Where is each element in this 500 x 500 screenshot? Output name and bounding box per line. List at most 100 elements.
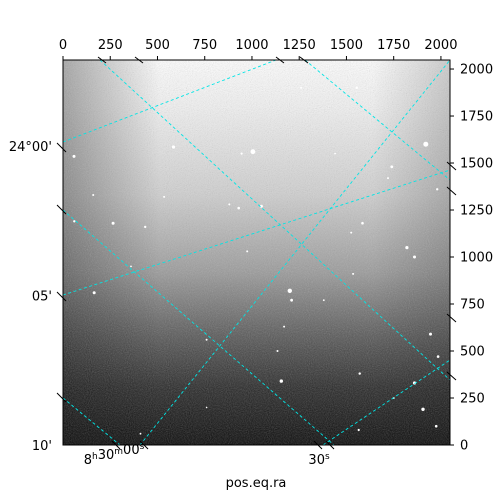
- world-tick-10: [446, 313, 457, 323]
- world-tick-1: [134, 56, 144, 64]
- coordinate-grid: [63, 60, 450, 445]
- star-4: [240, 152, 243, 155]
- star-16: [405, 246, 409, 250]
- y-right-tick-label-3: 750: [460, 298, 485, 313]
- star-42: [92, 194, 95, 196]
- ra-tick-label-1: 30s: [308, 452, 330, 468]
- star-20: [352, 272, 355, 275]
- world-tick-7: [56, 392, 67, 403]
- grid-line-4: [63, 397, 121, 445]
- star-41: [300, 86, 303, 89]
- world-tick-9: [446, 186, 457, 196]
- x-axis-title: pos.eq.ra: [226, 476, 287, 491]
- star-9: [237, 206, 240, 210]
- stars-layer: [72, 86, 440, 435]
- x-top-tick-label-6: 1500: [330, 38, 363, 53]
- star-1: [250, 149, 256, 155]
- x-top-tick-label-8: 2000: [424, 38, 457, 53]
- star-6: [390, 165, 394, 169]
- star-21: [287, 288, 292, 293]
- world-tick-8: [446, 161, 457, 171]
- grid-line-1: [63, 169, 450, 296]
- star-39: [436, 188, 439, 191]
- star-25: [322, 299, 325, 302]
- x-pixel-axis-top: 0 250 500 750 1000 1250 1500 1750 2000: [59, 38, 457, 60]
- star-7: [387, 177, 389, 180]
- dec-tick-label-0: 24°00': [9, 140, 52, 155]
- y-right-tick-label-4: 1000: [460, 251, 493, 266]
- star-13: [144, 225, 147, 229]
- x-top-tick-label-0: 0: [59, 38, 67, 53]
- world-tick-0: [97, 56, 107, 64]
- star-19: [130, 265, 132, 268]
- star-10: [228, 203, 231, 206]
- star-0: [423, 141, 429, 147]
- star-40: [334, 152, 336, 155]
- grid-line-6: [304, 60, 450, 181]
- dec-tick-label-2: 10': [32, 439, 52, 454]
- y-right-tick-label-8: 2000: [460, 63, 493, 78]
- world-tick-14: [313, 440, 323, 450]
- grid-line-3: [322, 359, 450, 445]
- world-tick-13: [139, 440, 149, 450]
- world-tick-2: [275, 56, 285, 64]
- star-35: [434, 424, 438, 428]
- star-27: [276, 350, 279, 352]
- grid-line-5: [99, 60, 450, 381]
- star-23: [92, 291, 96, 295]
- y-right-tick-label-0: 0: [460, 439, 468, 454]
- world-tick-4: [56, 142, 67, 153]
- x-top-tick-label-5: 1250: [283, 38, 316, 53]
- y-right-tick-label-7: 1750: [460, 110, 493, 125]
- star-3: [355, 86, 358, 90]
- star-32: [358, 372, 361, 375]
- star-38: [139, 432, 142, 435]
- star-2: [171, 145, 176, 149]
- plot-frame: [62, 59, 451, 446]
- x-top-tick-label-1: 250: [98, 38, 123, 53]
- ra-axis-labels: 8h30m00s 30s: [84, 442, 330, 468]
- world-tick-11: [446, 371, 457, 381]
- dec-axis-labels: 24°00' 05' 10': [9, 140, 52, 454]
- x-top-tick-label-4: 1000: [235, 38, 268, 53]
- star-8: [259, 204, 263, 208]
- star-24: [283, 325, 286, 328]
- grid-line-7: [63, 209, 335, 445]
- world-tick-15: [325, 440, 335, 450]
- star-5: [72, 154, 76, 158]
- world-tick-6: [56, 291, 67, 302]
- star-18: [246, 250, 249, 253]
- sky-noise: [63, 60, 450, 445]
- world-tick-3: [299, 56, 309, 64]
- star-31: [412, 381, 417, 385]
- star-29: [436, 355, 440, 358]
- dec-tick-label-1: 05': [32, 290, 52, 305]
- x-top-tick-label-2: 500: [145, 38, 170, 53]
- x-top-tick-label-3: 750: [192, 38, 217, 53]
- world-tick-12: [111, 440, 121, 450]
- star-15: [350, 231, 353, 234]
- star-14: [361, 221, 364, 225]
- star-22: [290, 298, 293, 302]
- y-right-tick-label-6: 1500: [460, 157, 493, 172]
- star-34: [421, 407, 425, 411]
- star-36: [357, 428, 360, 432]
- star-12: [111, 221, 115, 225]
- star-37: [205, 406, 208, 409]
- y-right-tick-label-5: 1250: [460, 204, 493, 219]
- y-right-tick-label-1: 250: [460, 392, 485, 407]
- ra-tick-label-0: 8h30m00s: [84, 442, 145, 468]
- star-17: [413, 255, 416, 259]
- image-area: [63, 60, 450, 445]
- star-30: [279, 379, 283, 383]
- world-tick-5: [56, 204, 67, 215]
- y-pixel-axis-right: 0 250 500 750 1000 1250 1500 1750 2000: [450, 63, 493, 454]
- world-axis-ticks: [56, 56, 457, 450]
- x-top-tick-label-7: 1750: [377, 38, 410, 53]
- y-right-tick-label-2: 500: [460, 345, 485, 360]
- star-43: [73, 220, 76, 223]
- star-28: [205, 338, 208, 341]
- star-26: [429, 332, 432, 336]
- star-11: [163, 195, 166, 198]
